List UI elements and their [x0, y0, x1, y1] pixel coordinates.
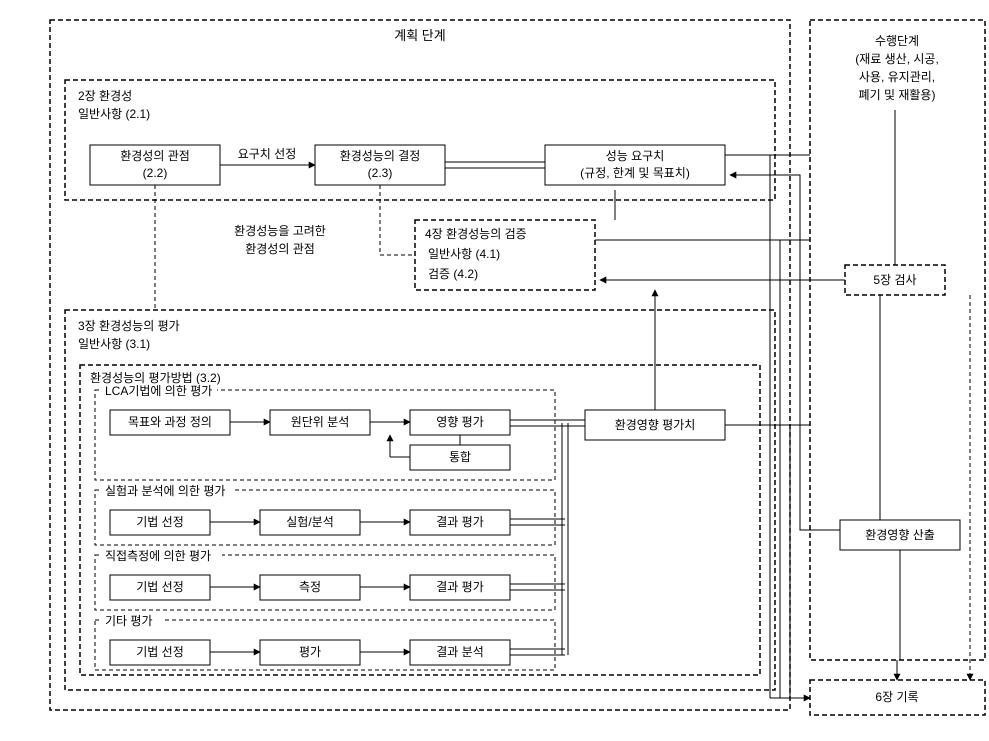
exec-t4: 폐기 및 재활용)	[859, 88, 936, 102]
oth-b2-t: 평가	[299, 645, 321, 659]
flowchart-diagram: 계획 단계 수행단계 (재료 생산, 시공, 사용, 유지관리, 폐기 및 재활…	[10, 10, 989, 731]
oth-b1-t: 기법 선정	[136, 645, 184, 659]
ch2-b2-l2: (2.3)	[368, 166, 393, 180]
exec-t3: 사용, 유지관리,	[859, 70, 935, 84]
ch2-b3-l1: 성능 요구치	[606, 149, 665, 163]
ch2-b1-l2: (2.2)	[143, 166, 168, 180]
dir-b3-t: 결과 평가	[436, 580, 484, 594]
lca-title: LCA기법에 의한 평가	[105, 384, 212, 398]
ch2-arrow-label: 요구치 선정	[238, 147, 297, 161]
lca-b3-t: 영향 평가	[436, 415, 484, 429]
ch6-t: 6장 기록	[875, 690, 918, 704]
ch2-h1: 2장 환경성	[78, 89, 132, 103]
chapter-3-container: 3장 환경성능의 평가 일반사항 (3.1)	[65, 310, 775, 690]
chapter-4-container: 4장 환경성능의 검증 일반사항 (4.1) 검증 (4.2)	[415, 220, 595, 290]
note-2: 환경성의 관점	[245, 242, 315, 256]
ch3-h2: 일반사항 (3.1)	[78, 337, 150, 351]
exp-b1-t: 기법 선정	[136, 515, 184, 529]
exec-t2: (재료 생산, 시공,	[855, 52, 939, 66]
exp-b3-t: 결과 평가	[436, 515, 484, 529]
chapter-3-2-container: 환경성능의 평가방법 (3.2) LCA기법에 의한 평가 목표와 과정 정의 …	[80, 365, 760, 675]
lca-b4-t: 통합	[449, 450, 471, 464]
oth-b3-t: 결과 분석	[436, 645, 484, 659]
chapter-6-box: 6장 기록	[810, 680, 985, 715]
lca-b2-t: 원단위 분석	[291, 415, 350, 429]
chapter-5-box: 5장 검사	[845, 265, 945, 295]
planning-stage-title: 계획 단계	[394, 28, 445, 43]
ch2-b2-l1: 환경성능의 결정	[340, 149, 421, 163]
ch4-l2: 일반사항 (4.1)	[428, 247, 500, 261]
exec-t1: 수행단계	[875, 33, 919, 48]
env-calc-t: 환경영향 산출	[865, 528, 935, 542]
ch32-h: 환경성능의 평가방법 (3.2)	[90, 371, 221, 385]
env-calc-box: 환경영향 산출	[840, 520, 960, 550]
exp-title: 실험과 분석에 의한 평가	[105, 484, 225, 498]
ch5-t: 5장 검사	[873, 273, 916, 287]
ch2-b3-l2: (규정, 한계 및 목표치)	[580, 166, 690, 180]
lca-b1-t: 목표와 과정 정의	[128, 415, 212, 429]
execution-stage-container: 수행단계 (재료 생산, 시공, 사용, 유지관리, 폐기 및 재활용)	[810, 20, 985, 660]
ch4-l1: 4장 환경성능의 검증	[425, 227, 527, 241]
ch4-l3: 검증 (4.2)	[428, 267, 478, 281]
chapter-2-container: 2장 환경성 일반사항 (2.1) 환경성의 관점 (2.2) 요구치 선정 환…	[65, 80, 775, 200]
dir-b2-t: 측정	[299, 580, 321, 594]
env-impact-value-t: 환경영향 평가치	[615, 418, 696, 432]
exp-b2-t: 실험/분석	[286, 515, 334, 529]
ch2-h2: 일반사항 (2.1)	[78, 107, 150, 121]
dir-b1-t: 기법 선정	[136, 580, 184, 594]
ch3-h1: 3장 환경성능의 평가	[78, 319, 180, 333]
ch2-b1-l1: 환경성의 관점	[120, 149, 190, 163]
direct-title: 직접측정에 의한 평가	[105, 549, 211, 563]
note-1: 환경성능을 고려한	[234, 224, 326, 238]
other-title: 기타 평가	[105, 614, 153, 628]
